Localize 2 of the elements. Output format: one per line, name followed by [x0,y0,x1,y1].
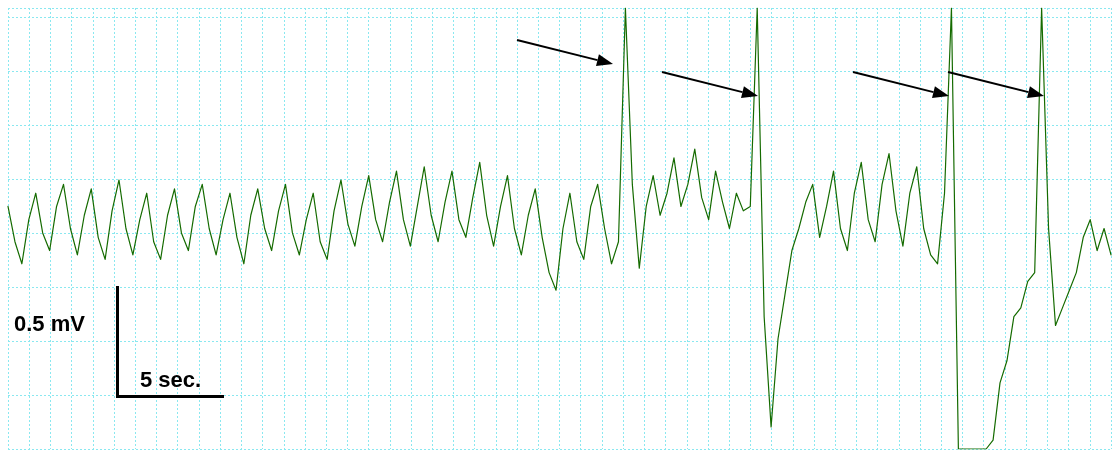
annotation: 0.5 mV [14,311,85,337]
annotation: 5 sec. [140,367,202,393]
